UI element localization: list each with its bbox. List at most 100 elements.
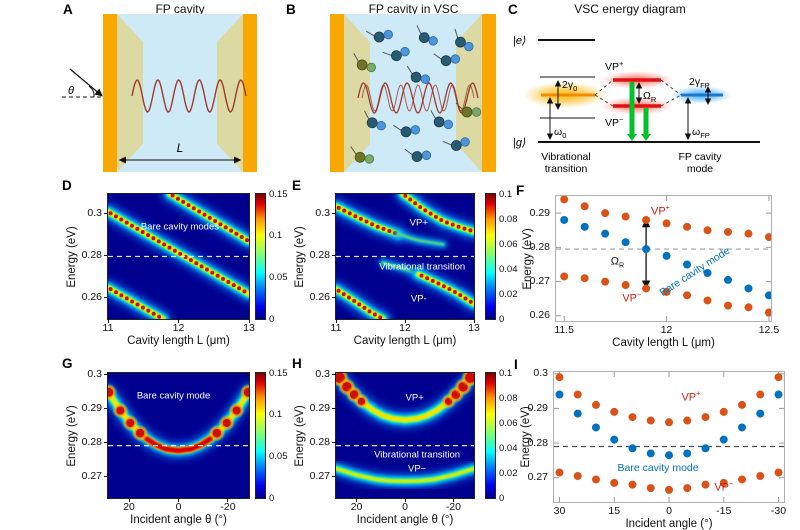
intensity-blob <box>444 397 453 405</box>
intensity-peak-dot <box>444 220 449 225</box>
intensity-peak-dot <box>157 314 162 319</box>
annotation: Vibrational transition <box>379 261 466 273</box>
y-axis-label: Energy (eV) <box>66 404 78 467</box>
colorbar-tick-label: 0.04 <box>499 442 518 454</box>
y-tick-label: 0.28 <box>527 436 548 449</box>
intensity-peak-dot <box>381 226 386 231</box>
intensity-peak-dot <box>113 214 118 219</box>
y-tick-mark <box>332 407 336 409</box>
excited-state-ket: |e⟩ <box>513 35 526 47</box>
colorbar-tick-label: 0 <box>499 313 505 325</box>
vsc-energy-diagram: |e⟩ |g⟩ 2γ0 ω0 VP+ VP− ΩR 2γFP ωFP <box>513 35 760 175</box>
x-tick-label: 20 <box>123 501 135 513</box>
intensity-peak-dot <box>450 222 455 227</box>
incident-ray-arrow <box>69 68 103 97</box>
x-tick-mark <box>178 319 179 323</box>
intensity-peak-dot <box>108 211 113 216</box>
data-point <box>724 301 732 310</box>
panel-label-e: E <box>292 178 302 193</box>
data-point <box>703 296 712 305</box>
y-axis-label: Energy (eV) <box>66 225 78 288</box>
intensity-peak-dot <box>242 289 247 294</box>
colorbar-tick-label: 0.15 <box>269 188 288 200</box>
data-point <box>621 212 630 221</box>
annotation: VP− <box>714 479 734 494</box>
intensity-peak-dot <box>458 293 463 298</box>
annotation: VP+ <box>650 204 670 218</box>
x-tick-label: 20 <box>350 501 363 513</box>
panel-label-b: B <box>286 2 296 17</box>
intensity-peak-dot <box>245 238 249 243</box>
intensity-peak-dot <box>124 220 129 225</box>
intensity-peak-dot <box>456 224 461 229</box>
intensity-peak-dot <box>221 276 226 281</box>
x-tick-label: 0 <box>666 505 672 517</box>
intensity-peak-dot <box>378 315 383 319</box>
intensity-peak-dot <box>357 302 362 307</box>
emission-green-arrowhead <box>641 134 651 141</box>
x-axis-label: Cavity length L (μm) <box>353 335 457 347</box>
intensity-blob <box>108 387 114 397</box>
data-point <box>774 468 783 477</box>
intensity-peak-dot <box>146 308 151 313</box>
scatter-polaritons-vs-angle: 30 15 0 -15 -30 0.3 0.29 0.28 0.27 Incident angle… <box>520 367 786 530</box>
y-tick-label: 0.28 <box>529 240 550 253</box>
atom-light <box>428 36 438 46</box>
x-tick-label: -20 <box>445 501 461 513</box>
data-point <box>628 444 637 453</box>
colorbar <box>485 372 496 499</box>
y-tick-label: 0.28 <box>309 248 330 261</box>
y-tick-mark <box>104 475 108 477</box>
data-point <box>744 229 753 238</box>
intensity-blob <box>349 390 359 399</box>
theta-arc <box>88 85 95 98</box>
data-point <box>724 227 732 236</box>
data-point <box>683 416 692 425</box>
atom-light <box>443 119 454 130</box>
intensity-peak-dot <box>430 278 435 283</box>
intensity-peak-dot <box>234 231 239 236</box>
atom-light <box>420 74 431 84</box>
intensity-peak-dot <box>346 295 351 300</box>
atom-light <box>460 137 470 147</box>
intensity-peak-dot <box>463 296 468 301</box>
intensity-peak-dot <box>140 229 145 234</box>
molecule <box>406 65 431 84</box>
caption-mode: mode <box>687 163 713 175</box>
atom-light <box>450 54 461 64</box>
data-point <box>628 413 637 422</box>
data-point <box>703 226 712 235</box>
molecules <box>350 25 482 164</box>
x-tick-mark <box>107 319 109 323</box>
colorbar <box>485 193 496 320</box>
intensity-blob <box>116 406 125 415</box>
y-tick-label: 0.3 <box>315 207 330 220</box>
intensity-peak-dot <box>223 225 228 230</box>
x-tick-label: -30 <box>770 505 787 517</box>
x-tick-mark <box>128 498 130 502</box>
x-tick-label: -20 <box>220 501 236 513</box>
data-point <box>774 373 783 382</box>
data-point <box>621 281 630 290</box>
intensity-peak-dot <box>130 299 135 304</box>
y-axis-label: Energy (eV) <box>294 225 306 288</box>
x-tick-mark <box>356 498 358 502</box>
intensity-peak-dot <box>194 261 199 266</box>
intensity-peak-dot <box>452 290 457 295</box>
data-point <box>573 409 582 418</box>
x-tick-label: 13 <box>243 322 255 334</box>
data-point <box>719 407 728 416</box>
annotation: ΩR <box>610 255 625 270</box>
molecule <box>416 25 438 46</box>
y-tick-mark <box>332 475 336 477</box>
fp-cavity-vsc-schematic <box>330 14 496 172</box>
colorbar-tick-label: 0.1 <box>269 409 283 421</box>
atom-light <box>410 125 421 135</box>
panel-label-h: H <box>292 356 302 371</box>
data-point <box>610 478 619 487</box>
colorbar-tick-label: 0.1 <box>499 367 513 379</box>
intensity-peak-dot <box>353 214 358 219</box>
y-axis-label: Energy (eV) <box>294 404 306 467</box>
data-point <box>573 472 582 480</box>
x-tick-mark <box>248 319 250 323</box>
